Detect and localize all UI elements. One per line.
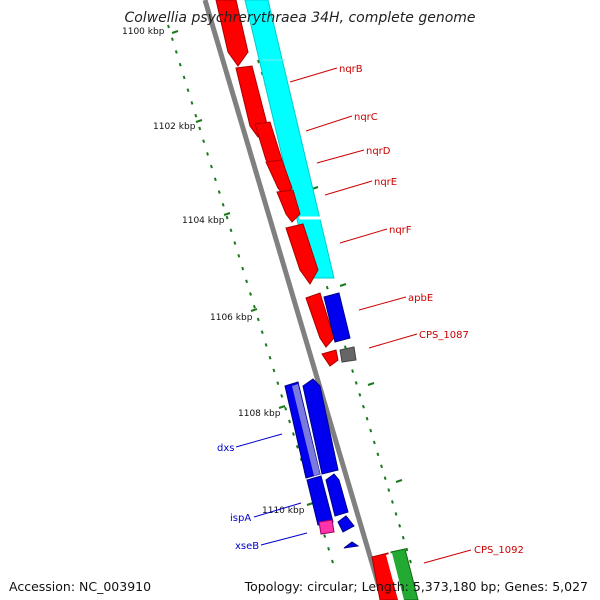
scale-dot [233, 241, 237, 245]
gene-small-blue [343, 541, 360, 549]
scale-dot [264, 343, 268, 347]
scale-dot [252, 304, 256, 309]
scale-dot [325, 285, 329, 290]
scale-dot [394, 512, 398, 516]
scale-dot [376, 452, 380, 457]
gene-dxs-shade [292, 384, 320, 476]
tick-label: 1104 kbp [182, 216, 225, 226]
scale-dot [260, 330, 264, 335]
scale-dot [237, 253, 241, 258]
scale-dot [358, 393, 362, 397]
gene-label-xseB: xseB [235, 541, 259, 552]
gene-CPS_1087 [321, 349, 339, 367]
scale-dot [362, 404, 365, 409]
scale-dot [217, 190, 221, 194]
scale-dot [178, 62, 182, 67]
scale-dot [351, 369, 355, 373]
gene-label-ispA: ispA [230, 513, 251, 524]
topology-text: Topology: circular; Length: 5,373,180 bp… [244, 579, 588, 594]
scale-dot [380, 464, 383, 469]
scale-dot [295, 445, 299, 449]
scale-dot [354, 381, 358, 385]
scale-dot [245, 279, 249, 284]
scale-dot [323, 534, 327, 538]
gene-apbE [305, 292, 335, 348]
scale-dot [409, 559, 412, 564]
tick-label: 1108 kbp [238, 409, 281, 419]
accession-text: Accession: NC_003910 [9, 579, 152, 594]
gene-gray [339, 346, 357, 363]
scale-dot [194, 113, 198, 118]
scale-dot [327, 546, 331, 551]
gene-label-CPS_1092: CPS_1092 [474, 545, 524, 556]
scale-dot [241, 266, 245, 271]
scale-dot [249, 292, 252, 296]
operon-band-bottom [386, 553, 404, 600]
tick-label: 1110 kbp [262, 506, 305, 516]
scale-dot [170, 37, 174, 42]
gene-label-apbE: apbE [408, 293, 433, 304]
gene-ispA [306, 475, 334, 526]
scale-dot [288, 419, 291, 424]
scale-dot [405, 547, 409, 552]
scale-dot [182, 75, 186, 80]
gene-apbE-rev [323, 292, 351, 343]
scale-dot [198, 126, 202, 131]
scale-ticks: 1100 kbp 1102 kbp 1104 kbp 1106 kbp 1108… [122, 27, 314, 516]
scale-dot [292, 432, 295, 436]
scale-dot [280, 394, 284, 398]
gene-xseB [337, 515, 355, 533]
gene-label-nqrC: nqrC [354, 112, 378, 123]
scale-dot [272, 368, 276, 373]
scale-dot [213, 177, 217, 182]
gene-nqrA [215, 0, 249, 67]
scale-dot [284, 406, 288, 411]
scale-dot [190, 101, 194, 105]
scale-dot [365, 416, 369, 421]
scale-dot [186, 88, 190, 93]
scale-dot [206, 152, 209, 156]
gene-labels: nqrB nqrC nqrD nqrE nqrF apbE CPS_1087 d… [217, 64, 524, 556]
scale-dot [387, 488, 391, 492]
gene-ispA-b [325, 473, 349, 517]
scale-dot [390, 500, 394, 504]
genome-backbone [202, 0, 386, 600]
tick-label: 1102 kbp [153, 122, 196, 132]
gene-label-CPS_1087: CPS_1087 [419, 330, 469, 341]
gene-dxs-b [302, 378, 339, 475]
gene-nqrF [285, 223, 319, 285]
scale-dot [167, 24, 170, 29]
scale-dot [174, 50, 178, 54]
gene-pink [318, 519, 335, 535]
forward-genes [215, 0, 339, 367]
scale-dot [398, 523, 402, 528]
scale-dot [276, 381, 280, 385]
scale-dot [401, 535, 405, 540]
scale-dot [221, 203, 225, 207]
scale-dot [383, 476, 387, 480]
scale-dot [369, 428, 373, 433]
gene-label-nqrB: nqrB [339, 64, 363, 75]
scale-dot [210, 164, 213, 169]
scale-dot [202, 139, 206, 143]
tick-label: 1106 kbp [210, 313, 253, 323]
gene-label-nqrE: nqrE [374, 177, 397, 188]
scale-dot [256, 317, 260, 322]
tick-label: 1100 kbp [122, 27, 165, 37]
scale-dot [268, 355, 272, 360]
scale-dot [257, 59, 260, 64]
gene-CPS_1092 [371, 552, 399, 600]
scale-dot [331, 559, 334, 564]
map-title: Colwellia psychrerythraea 34H, complete … [124, 10, 476, 26]
gene-label-dxs: dxs [217, 443, 234, 454]
label-leaders [235, 67, 472, 564]
scale-dot [229, 228, 233, 233]
gene-label-nqrF: nqrF [389, 225, 412, 236]
gene-nqrE [276, 189, 301, 223]
scale-dot [372, 440, 376, 445]
gene-label-nqrD: nqrD [366, 146, 391, 157]
scale-dot [343, 345, 347, 350]
scale-dot [225, 215, 229, 220]
